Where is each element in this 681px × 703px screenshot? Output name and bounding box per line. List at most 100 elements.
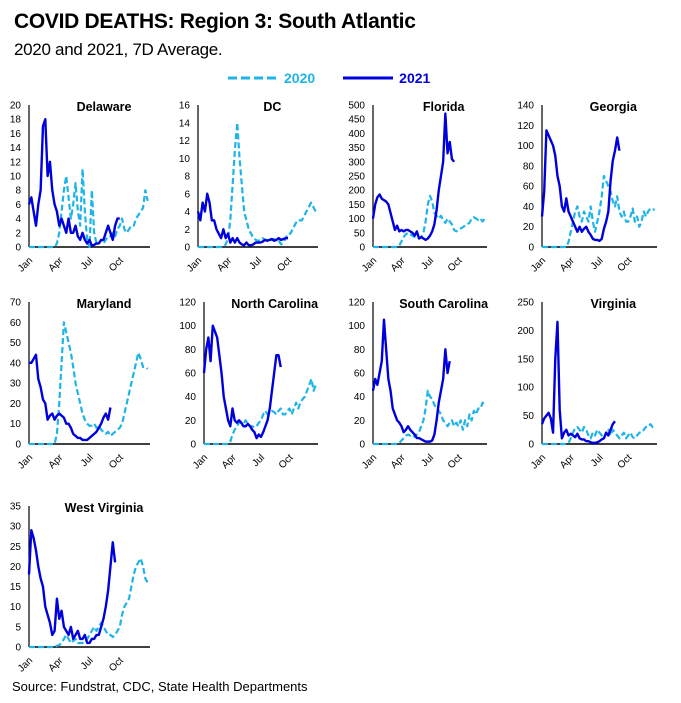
series-line-2020 — [373, 194, 486, 249]
x-tick-label: Apr — [47, 452, 66, 471]
legend-item-2020: 2020 — [228, 70, 315, 86]
x-tick-label: Jan — [529, 255, 548, 274]
y-tick-label: 8 — [15, 186, 21, 197]
y-tick-label: 60 — [185, 369, 197, 380]
y-tick-label: 35 — [10, 502, 22, 513]
y-tick-label: 60 — [354, 369, 366, 380]
series-line-2021 — [29, 353, 112, 442]
y-tick-label: 20 — [10, 562, 22, 573]
series-line-2021 — [202, 324, 282, 440]
y-tick-label: 60 — [10, 318, 22, 329]
y-tick-label: 200 — [517, 326, 534, 337]
y-tick-label: 100 — [179, 321, 196, 332]
y-tick-label: 80 — [523, 161, 535, 172]
x-tick-label: Oct — [107, 452, 126, 471]
y-tick-label: 4 — [15, 214, 21, 225]
x-tick-label: Apr — [389, 452, 408, 471]
chart-subtitle: 2020 and 2021, 7D Average. — [14, 40, 223, 59]
x-tick-label: Jul — [79, 255, 96, 272]
x-tick-label: Jan — [16, 452, 35, 471]
y-tick-label: 140 — [517, 101, 534, 112]
x-tick-label: Jul — [419, 255, 436, 272]
y-tick-label: 14 — [10, 143, 22, 154]
y-tick-label: 40 — [10, 358, 22, 369]
panel-north-carolina: North Carolina 0 20 40 60 80 100 120 Jan Apr Jul Oc… — [179, 297, 319, 472]
panel-georgia: Georgia 0 20 40 60 80 100 120 140 Jan Apr Jul Oct — [517, 100, 657, 275]
series-line-2020 — [373, 389, 486, 446]
x-tick-label: Oct — [446, 255, 465, 274]
x-tick-label: Apr — [47, 655, 66, 674]
y-tick-label: 6 — [184, 189, 190, 200]
series-line-2020 — [29, 557, 149, 649]
y-tick-label: 450 — [348, 115, 365, 126]
series-line-2021 — [27, 118, 120, 247]
series-line-2021 — [27, 528, 117, 645]
y-tick-label: 150 — [517, 354, 534, 365]
y-tick-label: 20 — [10, 399, 22, 410]
series-line-2020 — [204, 377, 317, 446]
series-line-2021 — [371, 112, 456, 242]
x-tick-label: Jan — [16, 255, 35, 274]
y-tick-label: 0 — [15, 440, 21, 451]
y-tick-label: 14 — [179, 118, 191, 129]
y-tick-label: 120 — [348, 298, 365, 309]
y-tick-label: 80 — [354, 345, 366, 356]
x-tick-label: Jul — [247, 255, 264, 272]
x-tick-label: Oct — [107, 255, 126, 274]
y-tick-label: 25 — [10, 542, 22, 553]
y-tick-label: 8 — [184, 172, 190, 183]
y-tick-label: 0 — [528, 243, 534, 254]
y-tick-label: 30 — [10, 522, 22, 533]
legend-item-2021: 2021 — [343, 70, 430, 86]
series-line-2020 — [542, 423, 656, 446]
y-tick-label: 100 — [348, 214, 365, 225]
panel-title: North Carolina — [231, 297, 319, 311]
y-tick-label: 0 — [15, 243, 21, 254]
y-tick-label: 300 — [348, 157, 365, 168]
y-tick-label: 500 — [348, 101, 365, 112]
y-tick-label: 0 — [528, 440, 534, 451]
series-line-2021 — [540, 320, 616, 445]
panel-title: Maryland — [77, 297, 132, 311]
chart-title: COVID DEATHS: Region 3: South Atlantic — [14, 10, 416, 33]
y-tick-label: 100 — [517, 141, 534, 152]
x-tick-label: Oct — [616, 255, 635, 274]
x-tick-label: Jan — [16, 655, 35, 674]
panel-maryland: Maryland 0 10 20 30 40 50 60 70 Jan Apr Jul Oct — [10, 297, 150, 472]
source-note: Source: Fundstrat, CDC, State Health Dep… — [12, 679, 308, 694]
legend: 2020 2021 — [228, 68, 458, 88]
series-line-2020 — [542, 174, 655, 249]
x-tick-label: Apr — [47, 255, 66, 274]
y-tick-label: 16 — [10, 129, 22, 140]
panel-florida: Florida 0 50 100 150 200 250 300 350 400 450 500 Jan… — [348, 100, 487, 275]
y-tick-label: 40 — [354, 392, 366, 403]
y-tick-label: 50 — [523, 411, 535, 422]
y-tick-label: 100 — [517, 383, 534, 394]
y-tick-label: 0 — [359, 440, 365, 451]
y-tick-label: 60 — [523, 182, 535, 193]
x-tick-label: Jul — [250, 452, 267, 469]
x-tick-label: Apr — [558, 255, 577, 274]
series-line-2021 — [196, 192, 288, 247]
legend-label-2020: 2020 — [284, 70, 316, 86]
x-tick-label: Jan — [185, 255, 204, 274]
y-tick-label: 70 — [10, 298, 22, 309]
y-tick-label: 50 — [10, 338, 22, 349]
y-tick-label: 2 — [184, 225, 190, 236]
y-tick-label: 12 — [179, 136, 191, 147]
panel-title: Delaware — [77, 100, 132, 114]
panel-title: Georgia — [590, 100, 638, 114]
legend-swatch-2020 — [228, 76, 278, 80]
x-tick-label: Jan — [360, 452, 379, 471]
y-tick-label: 15 — [10, 582, 22, 593]
panel-south-carolina: South Carolina 0 20 40 60 80 100 120 Jan Apr Jul Oc… — [348, 297, 489, 472]
y-tick-label: 400 — [348, 129, 365, 140]
y-tick-label: 50 — [354, 228, 366, 239]
x-tick-label: Jul — [79, 452, 96, 469]
x-tick-label: Apr — [215, 255, 234, 274]
x-tick-label: Jul — [419, 452, 436, 469]
y-tick-label: 0 — [184, 243, 190, 254]
y-tick-label: 6 — [15, 200, 21, 211]
y-tick-label: 100 — [348, 321, 365, 332]
y-tick-label: 0 — [359, 243, 365, 254]
